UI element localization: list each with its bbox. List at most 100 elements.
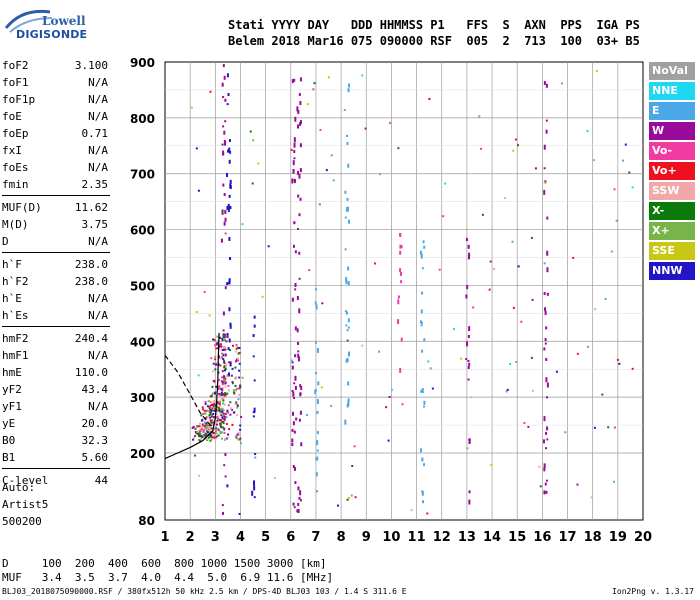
noise-dot xyxy=(267,245,270,248)
echo-dot xyxy=(227,93,230,97)
echo-dot xyxy=(221,82,224,87)
noise-dot xyxy=(523,421,526,424)
echo-dot xyxy=(545,119,548,122)
param-row: foF1p N/A xyxy=(2,91,108,108)
trace-dot xyxy=(238,387,241,390)
echo-dot xyxy=(467,365,470,369)
echo-dot xyxy=(299,168,302,173)
trace-dot xyxy=(215,427,218,430)
trace-dot xyxy=(205,426,208,429)
noise-dot xyxy=(306,103,309,106)
echo-dot xyxy=(292,465,295,469)
trace-dot xyxy=(218,402,221,405)
echo-dot xyxy=(228,159,231,164)
trace-dot xyxy=(206,410,209,413)
trace-dot xyxy=(234,402,237,405)
echo-dot xyxy=(314,301,317,305)
echo-dot xyxy=(254,453,257,456)
trace-dot xyxy=(202,412,205,415)
echo-dot xyxy=(224,415,227,419)
trace-dot xyxy=(213,436,216,439)
noise-dot xyxy=(616,358,619,361)
trace-dot xyxy=(204,417,207,420)
logo-digisonde-text: DIGISONDE xyxy=(16,28,88,41)
echo-dot xyxy=(227,282,230,285)
trace-dot xyxy=(211,419,214,422)
trace-dot xyxy=(221,370,224,373)
noise-dot xyxy=(444,182,447,185)
noise-dot xyxy=(572,256,575,259)
param-value: N/A xyxy=(88,349,108,362)
trace-dot xyxy=(201,418,204,421)
trace-dot xyxy=(203,425,206,428)
x-tick-label: 4 xyxy=(236,530,245,545)
echo-dot xyxy=(420,389,423,393)
trace-dot xyxy=(218,379,221,382)
echo-dot xyxy=(399,244,402,249)
echo-dot xyxy=(223,375,226,381)
echo-dot xyxy=(226,282,229,286)
echo-dot xyxy=(252,480,255,486)
echo-dot xyxy=(347,83,350,88)
echo-dot xyxy=(546,292,549,296)
trace-dot xyxy=(196,425,199,428)
trace-dot xyxy=(225,340,228,343)
noise-dot xyxy=(531,298,534,301)
legend-item-e: E xyxy=(649,102,695,120)
x-tick-label: 8 xyxy=(337,530,346,545)
echo-dot xyxy=(346,197,349,201)
echo-dot xyxy=(221,209,224,215)
noise-dot xyxy=(273,476,276,479)
trace-dot xyxy=(208,431,211,434)
trace-dot xyxy=(215,432,218,435)
trace-dot xyxy=(200,414,203,417)
noise-dot xyxy=(531,389,534,392)
echo-dot xyxy=(224,209,227,214)
trace-dot xyxy=(220,397,223,400)
echo-dot xyxy=(297,109,300,114)
echo-dot xyxy=(253,315,256,319)
noise-dot xyxy=(346,498,349,501)
trace-dot xyxy=(220,394,223,397)
x-tick-label: 20 xyxy=(634,530,652,545)
param-value: N/A xyxy=(88,93,108,106)
echo-dot xyxy=(400,280,403,284)
echo-dot xyxy=(316,456,319,461)
trace-dot xyxy=(232,411,235,414)
echo-dot xyxy=(546,438,549,441)
trace-dot xyxy=(223,431,226,434)
echo-dot xyxy=(399,367,402,373)
legend-item-w: W xyxy=(649,122,695,140)
trace-dot xyxy=(211,431,214,434)
trace-dot xyxy=(222,421,225,424)
param-name: foE xyxy=(2,110,22,123)
noise-dot xyxy=(613,188,616,191)
echo-dot xyxy=(228,338,231,343)
echo-dot xyxy=(253,407,256,413)
echo-dot xyxy=(346,357,349,362)
trace-dot xyxy=(234,366,237,369)
noise-dot xyxy=(438,268,441,271)
trace-dot xyxy=(212,421,215,424)
noise-dot xyxy=(478,115,481,118)
trace-dot xyxy=(216,342,219,345)
trace-dot xyxy=(232,344,235,347)
echo-dot xyxy=(423,245,426,249)
trace-dot xyxy=(203,409,206,412)
trace-dot xyxy=(209,419,212,422)
noise-dot xyxy=(361,344,364,347)
echo-dot xyxy=(316,399,319,405)
trace-dot xyxy=(198,425,201,428)
echo-dot xyxy=(291,443,294,447)
echo-dot xyxy=(298,277,301,280)
legend-item-vo: Vo+ xyxy=(649,162,695,180)
param-row: fmin 2.35 xyxy=(2,176,108,193)
trace-dot xyxy=(218,429,221,432)
echo-dot xyxy=(421,349,424,353)
trace-dot xyxy=(234,350,237,353)
noise-dot xyxy=(241,223,244,226)
trace-dot xyxy=(214,368,217,371)
trace-dot xyxy=(232,389,235,392)
noise-dot xyxy=(378,350,381,353)
trace-dot xyxy=(222,397,225,400)
